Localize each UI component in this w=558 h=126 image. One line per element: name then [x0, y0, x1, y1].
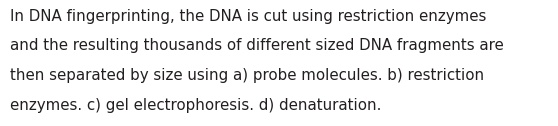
Text: then separated by size using a) probe molecules. b) restriction: then separated by size using a) probe mo…	[10, 68, 484, 83]
Text: enzymes. c) gel electrophoresis. d) denaturation.: enzymes. c) gel electrophoresis. d) dena…	[10, 98, 382, 113]
Text: and the resulting thousands of different sized DNA fragments are: and the resulting thousands of different…	[10, 38, 504, 53]
Text: In DNA fingerprinting, the DNA is cut using restriction enzymes: In DNA fingerprinting, the DNA is cut us…	[10, 9, 487, 24]
